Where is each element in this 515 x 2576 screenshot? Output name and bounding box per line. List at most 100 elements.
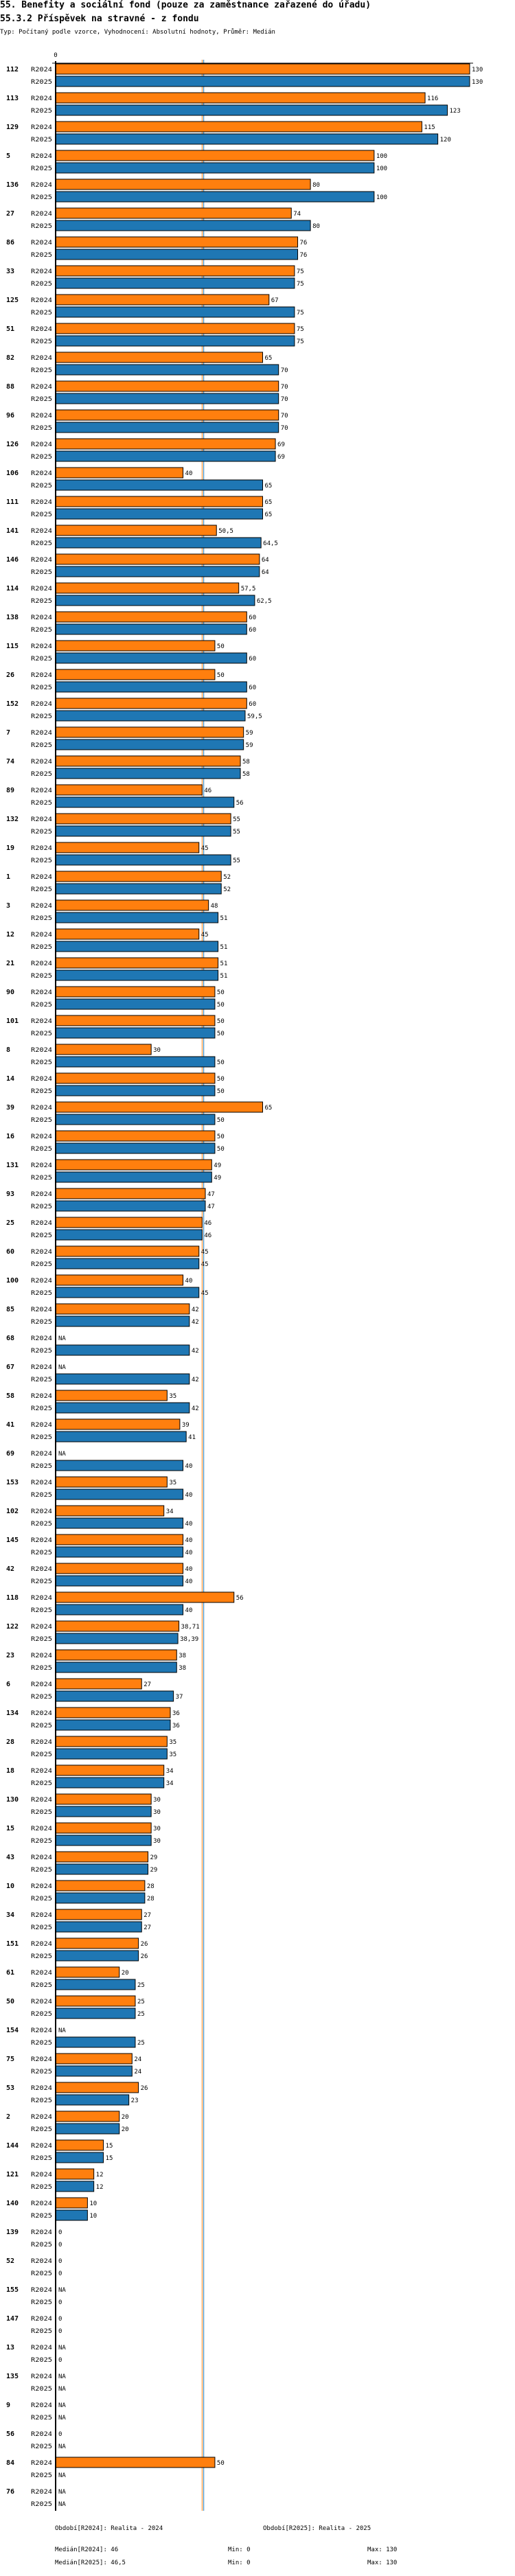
group-label: 140 [6, 2200, 19, 2207]
bar-r2024 [55, 265, 295, 277]
data-label: NA [58, 2443, 66, 2450]
series-label-r2024: R2024 [31, 1681, 52, 1688]
group-label: 135 [6, 2373, 19, 2380]
data-label: 27 [144, 1912, 151, 1919]
group-label: 3 [6, 902, 10, 910]
group-label: 67 [6, 1364, 14, 1371]
group-label: 134 [6, 1710, 19, 1717]
series-label-r2025: R2025 [31, 2097, 52, 2104]
data-label: 57,5 [241, 586, 256, 593]
bar-r2025 [55, 191, 375, 203]
data-label: 74 [293, 211, 301, 218]
median-2025: Medián[R2025]: 46,5 [55, 2560, 126, 2566]
series-label-r2025: R2025 [31, 1146, 52, 1153]
data-label: 26 [141, 1941, 148, 1948]
series-label-r2024: R2024 [31, 2316, 52, 2323]
series-label-r2025: R2025 [31, 2040, 52, 2047]
data-label: 52 [223, 886, 231, 893]
group-label: 23 [6, 1652, 14, 1659]
series-label-r2024: R2024 [31, 672, 52, 679]
bar-r2024 [55, 2197, 88, 2209]
bar-r2024 [55, 1476, 168, 1488]
data-label: 50 [217, 1002, 225, 1009]
series-label-r2024: R2024 [31, 1162, 52, 1169]
data-label: NA [58, 1451, 66, 1458]
series-label-r2025: R2025 [31, 194, 52, 201]
series-label-r2025: R2025 [31, 1982, 52, 1989]
series-label-r2024: R2024 [31, 643, 52, 650]
series-label-r2024: R2024 [31, 2085, 52, 2092]
series-label-r2024: R2024 [31, 326, 52, 333]
bar-r2024 [55, 1851, 149, 1863]
series-label-r2025: R2025 [31, 2299, 52, 2306]
series-label-r2025: R2025 [31, 2501, 52, 2508]
data-label: 26 [141, 2085, 148, 2092]
series-label-r2025: R2025 [31, 2069, 52, 2075]
group-label: 51 [6, 325, 14, 333]
bar-r2025 [55, 104, 448, 116]
data-label: 28 [147, 1883, 154, 1890]
data-label: 30 [153, 1047, 161, 1054]
series-label-r2025: R2025 [31, 165, 52, 172]
series-label-r2024: R2024 [31, 557, 52, 564]
group-label: 56 [6, 2430, 14, 2438]
series-label-r2024: R2024 [31, 153, 52, 160]
bar-r2024 [55, 1188, 206, 1199]
bar-r2024 [55, 986, 216, 998]
bar-r2024 [55, 1534, 184, 1545]
group-label: 114 [6, 585, 19, 593]
data-label: NA [58, 1364, 66, 1371]
series-label-r2024: R2024 [31, 182, 52, 189]
group-label: 106 [6, 470, 19, 477]
data-label: 40 [185, 1550, 193, 1556]
data-label: 40 [185, 1521, 193, 1528]
data-label: 40 [185, 1537, 193, 1544]
series-label-r2024: R2024 [31, 95, 52, 102]
bar-r2025 [55, 1344, 190, 1356]
bar-r2024 [55, 755, 241, 767]
group-label: 84 [6, 2459, 14, 2467]
bar-r2025 [55, 450, 276, 462]
group-label: 60 [6, 1248, 14, 1256]
series-label-r2024: R2024 [31, 1134, 52, 1140]
bar-r2025 [55, 1258, 200, 1269]
bar-r2024 [55, 1793, 152, 1805]
bar-r2024 [55, 582, 240, 594]
series-label-r2025: R2025 [31, 1578, 52, 1585]
series-label-r2025: R2025 [31, 2328, 52, 2335]
bar-r2024 [55, 1966, 120, 1978]
bar-r2024 [55, 2111, 120, 2122]
data-label: 80 [312, 182, 320, 189]
bar-r2024 [55, 784, 203, 796]
data-label: 20 [122, 2114, 129, 2121]
bar-r2024 [55, 1072, 216, 1084]
data-label: 38 [179, 1665, 186, 1672]
bar-r2025 [55, 508, 263, 520]
data-label: 29 [150, 1867, 158, 1874]
group-label: 74 [6, 758, 14, 766]
data-label: 0 [58, 2328, 62, 2335]
data-label: 50,5 [218, 528, 233, 535]
data-label: NA [58, 1335, 66, 1342]
series-label-r2024: R2024 [31, 989, 52, 996]
group-label: 139 [6, 2229, 19, 2236]
data-label: 30 [153, 1809, 161, 1816]
series-label-r2025: R2025 [31, 771, 52, 778]
series-label-r2025: R2025 [31, 1550, 52, 1556]
bar-r2024 [55, 1274, 184, 1286]
series-label-r2024: R2024 [31, 701, 52, 708]
x-tick-label: 0 [54, 52, 57, 59]
data-label: 0 [58, 2242, 62, 2249]
bar-r2025 [55, 2065, 133, 2077]
series-label-r2025: R2025 [31, 2357, 52, 2364]
data-label: 34 [166, 1780, 174, 1787]
group-label: 147 [6, 2315, 19, 2323]
chart-title: 55. Benefity a sociální fond (pouze za z… [0, 0, 371, 10]
series-label-r2024: R2024 [31, 384, 52, 391]
series-label-r2025: R2025 [31, 1636, 52, 1643]
data-label: 46 [204, 1220, 211, 1227]
data-label: 35 [169, 1480, 176, 1486]
bar-r2025 [55, 1777, 165, 1789]
group-label: 153 [6, 1479, 19, 1486]
